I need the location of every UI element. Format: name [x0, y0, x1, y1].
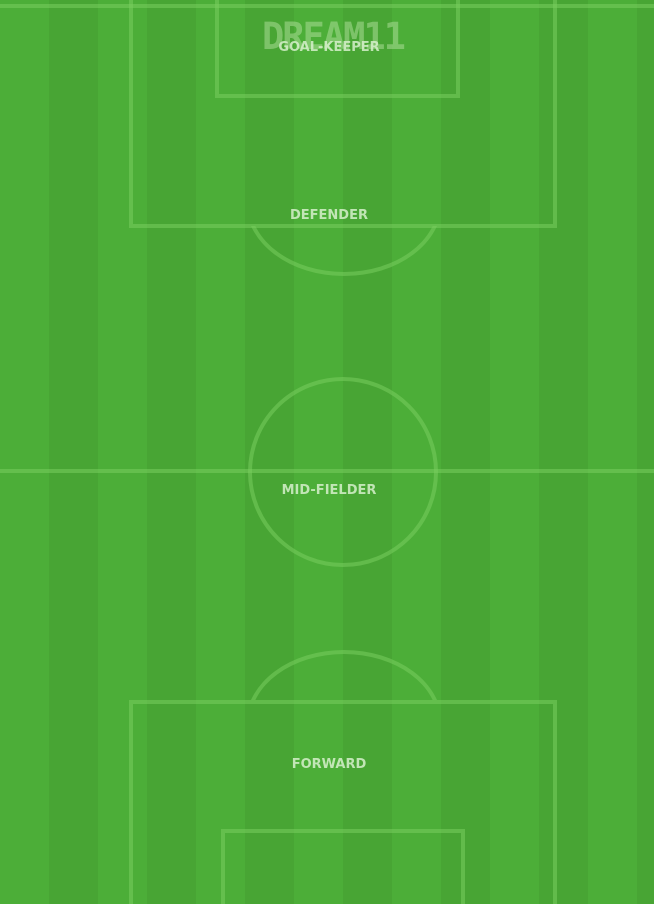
center-circle [248, 377, 438, 567]
bottom-goal-box [221, 829, 465, 904]
top-boundary-line [0, 4, 654, 8]
position-label-midfielder: MID-FIELDER [281, 483, 377, 498]
position-label-forward: FORWARD [291, 757, 367, 772]
dream11-logo: DREAM11 [262, 15, 406, 58]
position-label-goalkeeper: GOAL-KEEPER [278, 40, 380, 55]
bottom-penalty-box [129, 700, 557, 904]
position-label-defender: DEFENDER [290, 208, 368, 223]
top-goal-box [215, 0, 460, 98]
